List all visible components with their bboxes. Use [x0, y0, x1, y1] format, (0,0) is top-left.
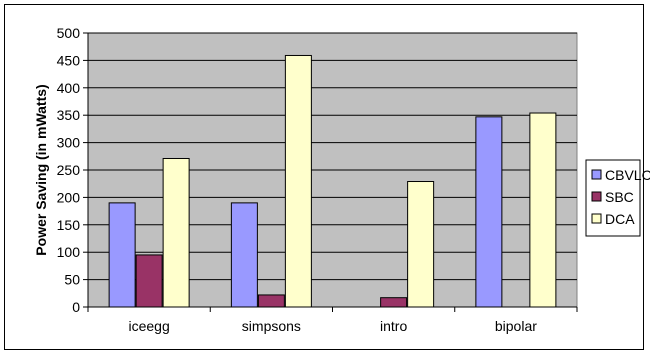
x-tick-label: iceegg — [128, 318, 169, 334]
bar-dca-intro — [407, 181, 435, 308]
y-tick-labels: 0 50 100 150 200 250 300 350 400 450 500 — [57, 25, 81, 315]
legend: CBVLC SBC DCA — [585, 159, 650, 237]
bar-sbc-iceegg — [135, 254, 163, 308]
legend-label-dca: DCA — [605, 211, 635, 227]
bar-sbc-intro — [380, 297, 408, 308]
legend-swatch-cbvlc — [591, 169, 602, 180]
legend-swatch-dca — [591, 213, 602, 224]
bar-dca-iceegg — [162, 157, 190, 308]
x-tick-label: intro — [380, 318, 407, 334]
bar-dca-bipolar — [529, 112, 557, 308]
y-tick-label: 50 — [64, 272, 80, 288]
y-tick-label: 100 — [57, 244, 81, 260]
y-tick-label: 300 — [57, 135, 81, 151]
bar-cbvlc-iceegg — [108, 202, 136, 308]
y-tick-label: 400 — [57, 80, 81, 96]
x-tick-label: bipolar — [495, 318, 537, 334]
legend-swatch-sbc — [591, 191, 602, 202]
y-tick-label: 250 — [57, 162, 81, 178]
y-tick-label: 200 — [57, 189, 81, 205]
axes — [83, 32, 578, 312]
bars — [108, 54, 557, 308]
legend-label-cbvlc: CBVLC — [605, 167, 650, 183]
x-tick-labels: iceegg simpsons intro bipolar — [128, 318, 537, 334]
legend-label-sbc: SBC — [605, 189, 634, 205]
y-tick-label: 350 — [57, 107, 81, 123]
y-tick-label: 0 — [72, 299, 80, 315]
bar-sbc-simpsons — [257, 294, 285, 308]
bar-cbvlc-bipolar — [475, 116, 503, 308]
y-axis-label: Power Saving (in mWatts) — [33, 84, 49, 255]
y-tick-label: 150 — [57, 217, 81, 233]
bar-dca-simpsons — [284, 54, 312, 308]
bar-cbvlc-simpsons — [230, 202, 258, 308]
x-tick-label: simpsons — [242, 318, 301, 334]
y-tick-label: 500 — [57, 25, 81, 41]
y-tick-label: 450 — [57, 52, 81, 68]
